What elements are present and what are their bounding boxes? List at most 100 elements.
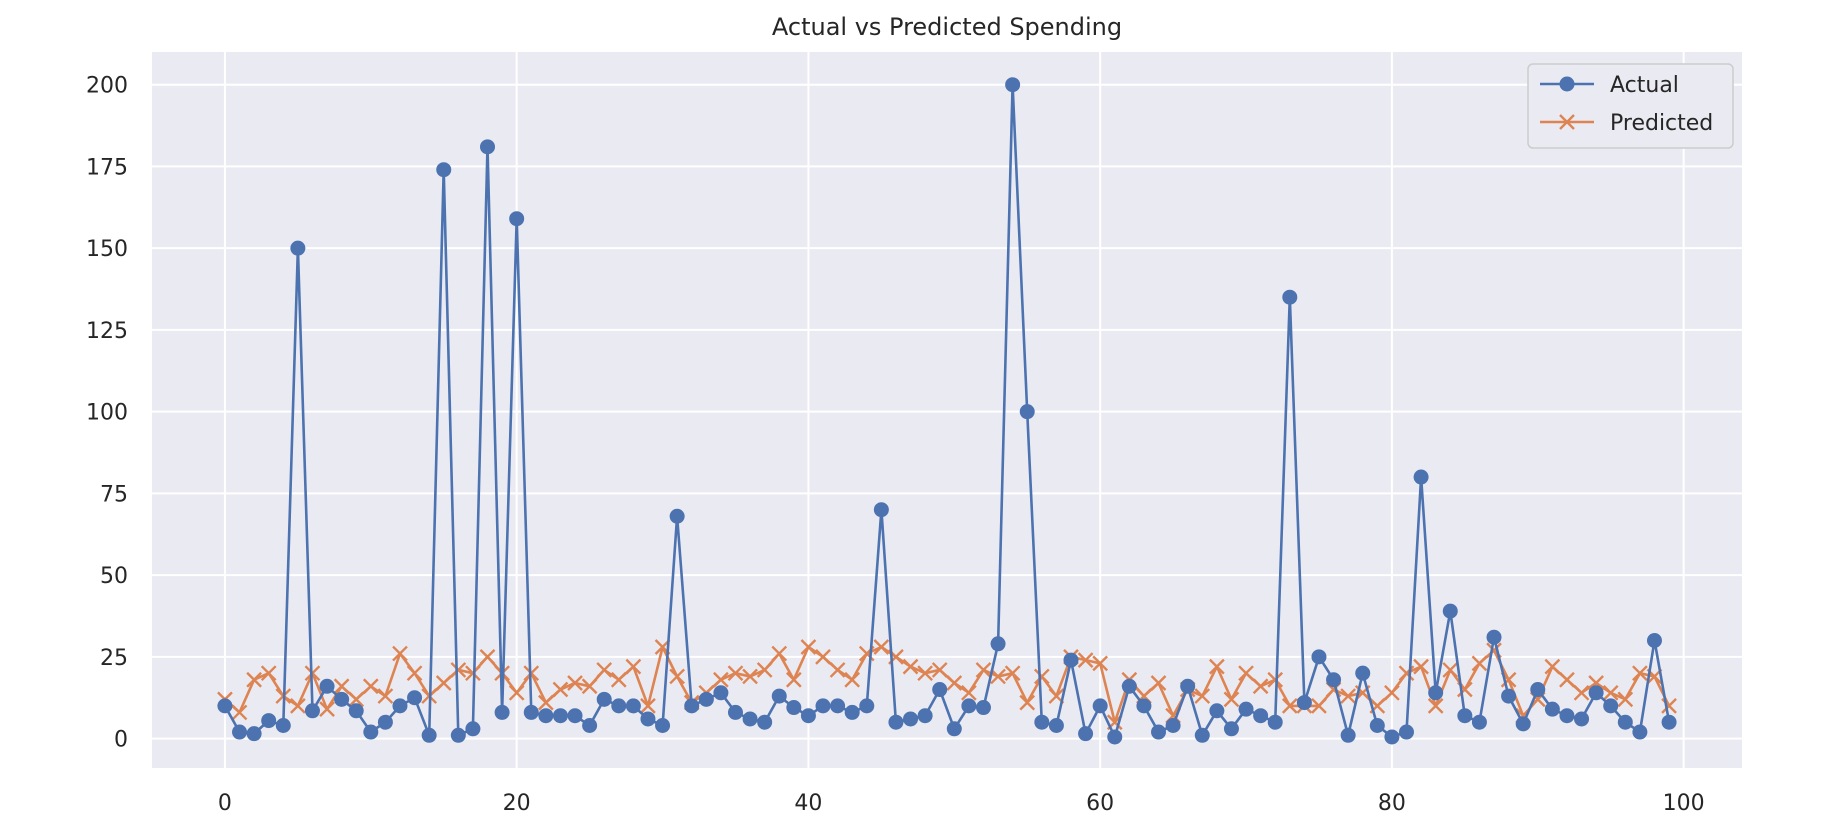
actual-point	[1311, 649, 1327, 665]
predicted-point	[508, 684, 525, 701]
actual-point	[1457, 708, 1473, 724]
predicted-point	[1559, 671, 1575, 688]
predicted-point	[1602, 684, 1619, 701]
actual-point	[1588, 685, 1604, 701]
actual-point	[1253, 708, 1269, 724]
plot-background	[152, 52, 1742, 768]
actual-point	[1092, 698, 1108, 714]
predicted-point	[640, 698, 656, 714]
predicted-point	[669, 668, 685, 685]
predicted-point	[1004, 665, 1021, 682]
predicted-point	[785, 671, 802, 688]
actual-point	[1209, 703, 1225, 719]
actual-point	[611, 698, 627, 714]
x-tick-labels: 0 20 40 60 80 100	[218, 791, 1705, 816]
actual-point	[319, 678, 335, 694]
actual-point	[1603, 698, 1619, 714]
actual-point	[348, 703, 364, 719]
predicted-point	[406, 665, 423, 682]
predicted-point	[873, 639, 890, 655]
grid-lines	[152, 52, 1742, 768]
actual-point	[1165, 717, 1181, 733]
actual-point	[1369, 717, 1385, 733]
actual-point	[377, 714, 393, 730]
predicted-point	[713, 671, 729, 688]
actual-point	[552, 708, 568, 724]
y-tick-label: 100	[86, 401, 128, 426]
actual-point	[1326, 672, 1342, 688]
predicted-point	[1019, 694, 1036, 711]
actual-point	[713, 685, 729, 701]
predicted-point	[742, 668, 758, 685]
y-tick-label: 50	[100, 564, 128, 589]
legend-marker	[1559, 76, 1575, 92]
actual-point	[1398, 724, 1414, 740]
actual-point	[990, 636, 1006, 652]
actual-point	[1617, 714, 1633, 730]
x-tick-label: 100	[1663, 791, 1705, 816]
legend-marker	[1559, 114, 1575, 130]
x-tick-label: 0	[218, 791, 232, 816]
predicted-point	[727, 665, 744, 682]
predicted-point	[552, 681, 569, 698]
actual-point	[494, 704, 510, 720]
actual-point	[1501, 688, 1517, 704]
actual-point	[436, 162, 452, 178]
x-tick-label: 40	[794, 791, 822, 816]
predicted-point	[1340, 688, 1356, 704]
actual-point	[844, 704, 860, 720]
actual-point	[1413, 469, 1429, 485]
predicted-point	[465, 665, 481, 682]
predicted-point	[931, 662, 948, 678]
predicted-point	[538, 694, 554, 711]
predicted-point	[435, 675, 452, 691]
predicted-point	[902, 658, 919, 675]
predicted-point	[581, 678, 598, 695]
actual-point	[684, 698, 700, 714]
actual-point	[932, 682, 948, 698]
actual-point	[1005, 77, 1021, 93]
actual-point	[567, 708, 583, 724]
actual-point	[1559, 708, 1575, 724]
actual-point	[1442, 603, 1458, 619]
x-tick-label: 20	[503, 791, 531, 816]
predicted-point	[961, 684, 977, 701]
predicted-point	[917, 665, 933, 682]
actual-point	[625, 698, 641, 714]
actual-point	[1544, 701, 1560, 717]
actual-point	[961, 698, 977, 714]
actual-point	[1194, 727, 1210, 743]
predicted-point	[844, 671, 861, 688]
predicted-point	[800, 639, 817, 655]
predicted-point	[260, 665, 277, 682]
actual-point	[1574, 711, 1590, 727]
actual-point	[1078, 726, 1094, 742]
predicted-point	[362, 678, 379, 695]
predicted-point	[392, 645, 408, 662]
actual-point	[786, 700, 802, 716]
actual-point	[363, 724, 379, 740]
legend-entry-actual: Actual	[1540, 73, 1679, 98]
actual-point	[304, 703, 320, 719]
actual-point	[1136, 698, 1152, 714]
predicted-point	[290, 698, 306, 714]
actual-point	[246, 726, 262, 742]
predicted-point	[1223, 691, 1240, 708]
predicted-point	[1471, 655, 1488, 672]
predicted-point	[1194, 688, 1211, 704]
predicted-point	[246, 671, 262, 688]
y-tick-label: 25	[100, 646, 128, 671]
predicted-point	[231, 704, 248, 721]
actual-point	[859, 698, 875, 714]
series-layer	[217, 77, 1677, 745]
actual-point	[742, 711, 758, 727]
actual-point	[1019, 404, 1035, 420]
predicted-point	[1413, 658, 1429, 675]
predicted-point	[1238, 665, 1254, 682]
predicted-point	[756, 662, 773, 678]
predicted-point	[1033, 668, 1050, 685]
actual-point	[261, 713, 277, 729]
actual-point	[232, 724, 248, 740]
